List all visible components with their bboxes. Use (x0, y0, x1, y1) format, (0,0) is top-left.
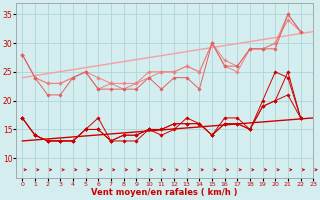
X-axis label: Vent moyen/en rafales ( km/h ): Vent moyen/en rafales ( km/h ) (92, 188, 238, 197)
